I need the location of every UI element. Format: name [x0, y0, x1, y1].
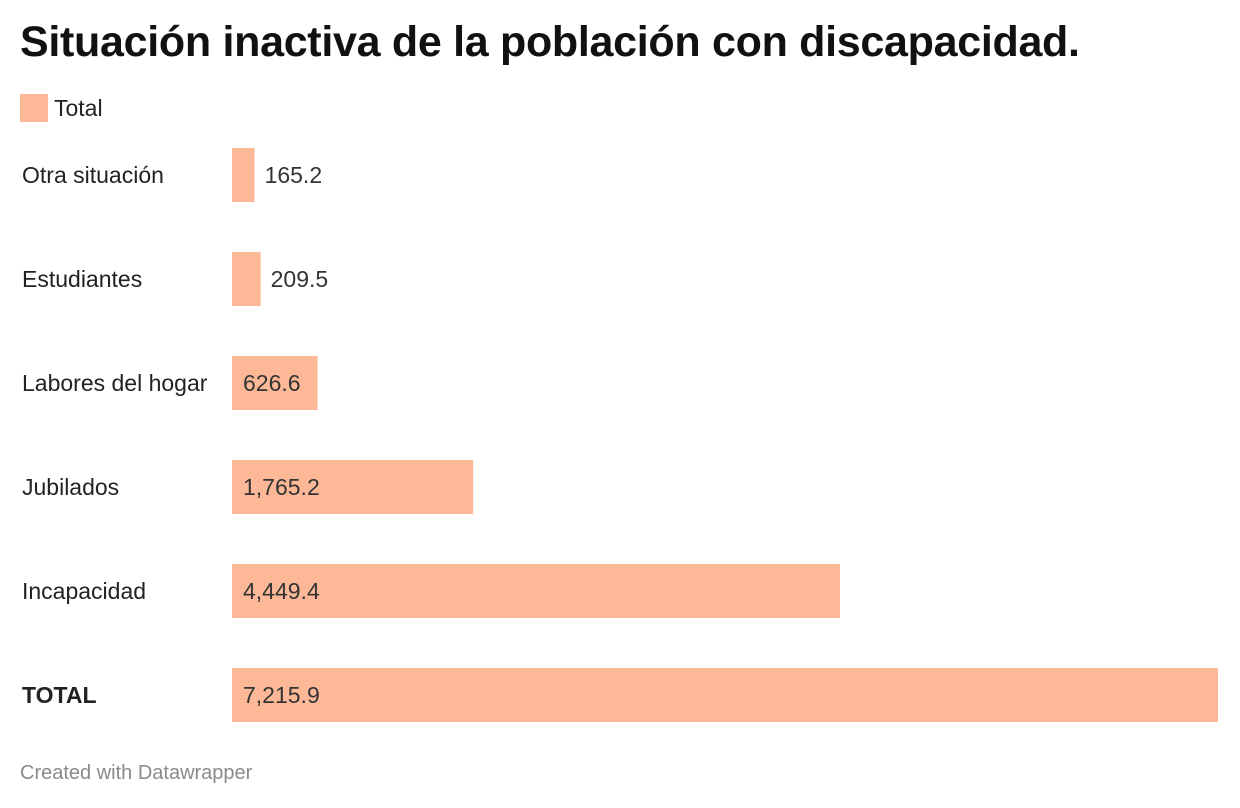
legend-label: Total — [54, 94, 103, 121]
category-label: Incapacidad — [22, 578, 146, 604]
category-label: TOTAL — [22, 682, 97, 708]
bar — [232, 564, 840, 618]
bar — [232, 460, 474, 514]
legend-swatch — [20, 94, 48, 122]
value-label: 4,449.4 — [243, 578, 320, 604]
page-title: Situación inactiva de la población con d… — [20, 18, 1080, 66]
legend: Total — [20, 94, 103, 122]
value-label: 165.2 — [265, 162, 323, 188]
value-label: 7,215.9 — [243, 682, 320, 708]
category-label: Estudiantes — [22, 266, 142, 292]
bar — [232, 668, 1218, 722]
category-label: Jubilados — [22, 474, 119, 500]
bar — [232, 252, 261, 306]
value-label: 626.6 — [243, 370, 301, 396]
bar — [232, 356, 318, 410]
value-label: 209.5 — [271, 266, 329, 292]
category-label: Labores del hogar — [22, 370, 208, 396]
footer-credit: Created with Datawrapper — [20, 762, 253, 784]
bar — [232, 148, 255, 202]
value-label: 1,765.2 — [243, 474, 320, 500]
category-label: Otra situación — [22, 162, 164, 188]
